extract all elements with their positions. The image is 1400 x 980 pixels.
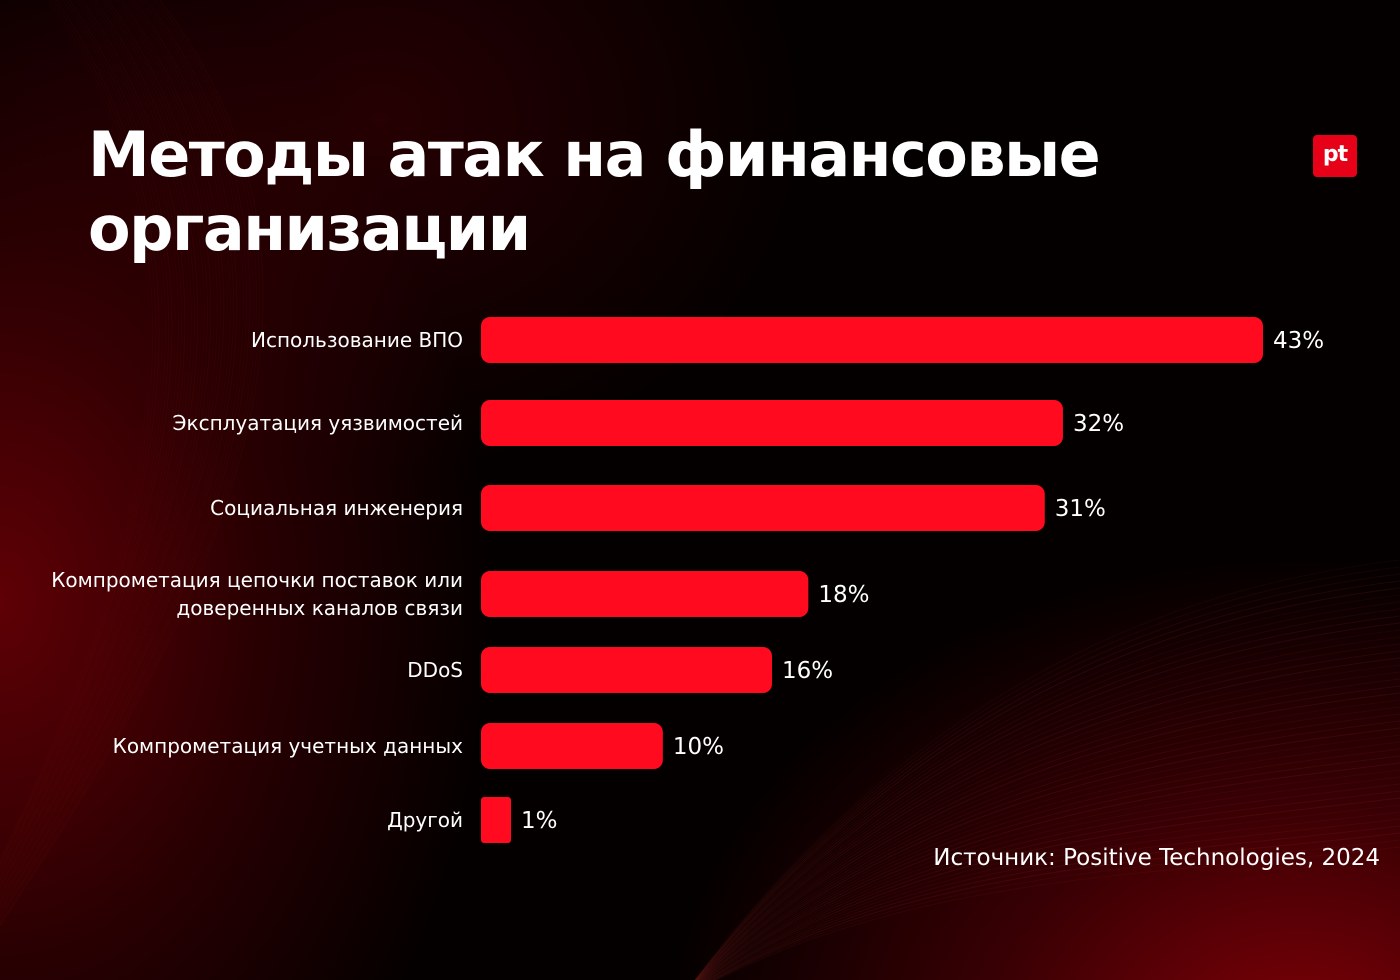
value-label-6: 10% — [673, 734, 724, 760]
category-label-2: Эксплуатация уязвимостей — [173, 411, 463, 435]
bar-7 — [481, 797, 511, 843]
bar-6 — [481, 723, 663, 769]
page-title-line-1: Методы атак на финансовые — [88, 118, 1101, 191]
category-label-5: DDoS — [407, 658, 463, 682]
bar-1 — [481, 317, 1263, 363]
bar-4 — [481, 571, 809, 617]
category-label-4-line-1: Компрометация цепочки поставок или — [51, 568, 463, 592]
value-label-2: 32% — [1073, 411, 1124, 437]
value-label-7: 1% — [521, 808, 558, 834]
page-title-line-2: организации — [88, 192, 531, 265]
value-label-1: 43% — [1273, 328, 1324, 354]
category-label-4-line-2: доверенных каналов связи — [176, 596, 463, 620]
category-label-1: Использование ВПО — [251, 328, 463, 352]
bar-5 — [481, 647, 772, 693]
pt-logo-icon: pt — [1313, 135, 1357, 177]
category-label-7: Другой — [387, 808, 463, 832]
bar-2 — [481, 400, 1063, 446]
page-title: Методы атак на финансовые организации — [88, 118, 1101, 266]
category-label-3: Социальная инженерия — [210, 496, 463, 520]
category-label-6: Компрометация учетных данных — [113, 734, 464, 758]
value-label-4: 18% — [818, 582, 869, 608]
value-label-3: 31% — [1055, 496, 1106, 522]
bar-3 — [481, 485, 1045, 531]
source-caption: Источник: Positive Technologies, 2024 — [933, 845, 1380, 871]
value-label-5: 16% — [782, 658, 833, 684]
